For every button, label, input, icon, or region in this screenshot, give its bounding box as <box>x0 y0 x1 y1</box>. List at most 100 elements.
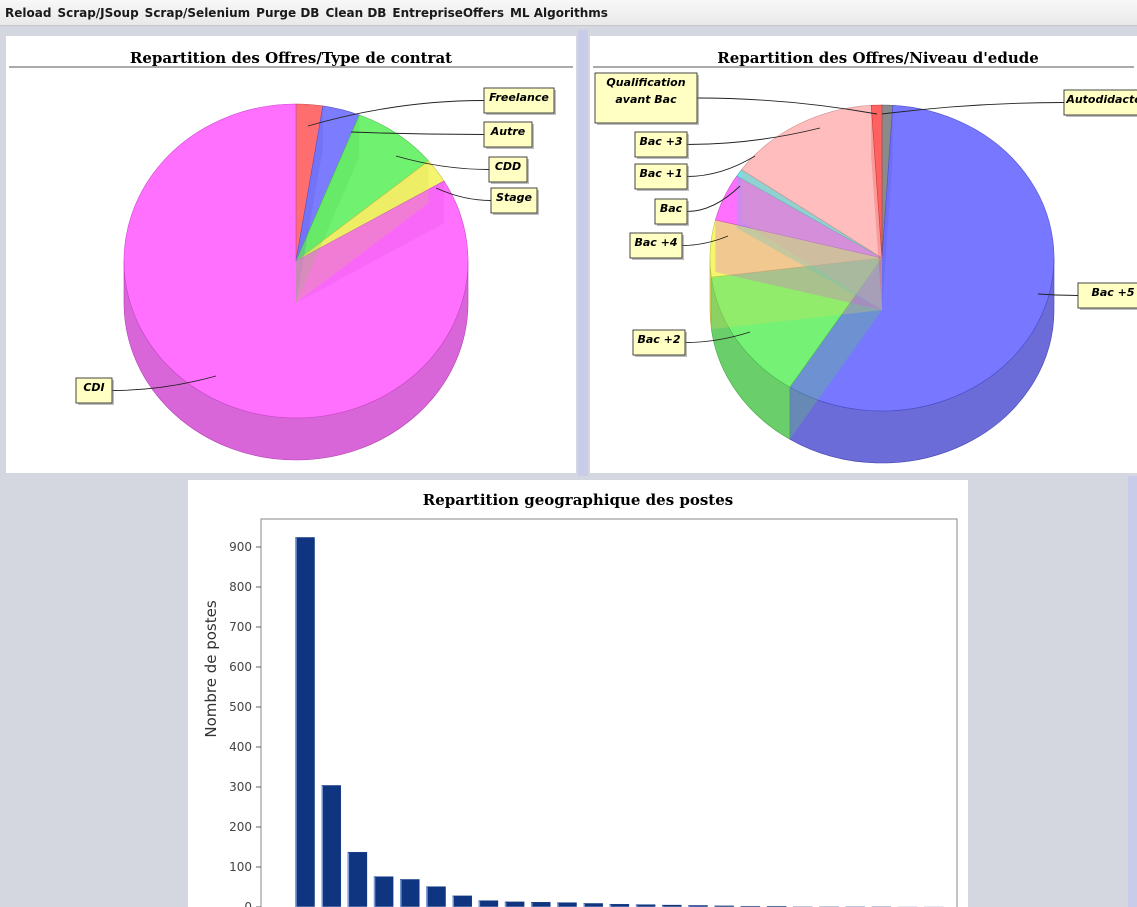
y-tick-label: 300 <box>229 780 252 794</box>
geo-bars-group: 0 100 200 300 400 500 600 700 800 900 Nombre de po… <box>202 518 958 907</box>
pie-label-box <box>632 329 686 356</box>
menu-clean-db[interactable]: Clean DB <box>325 5 387 20</box>
pie-label-bac-4: Bac +4 <box>629 232 729 260</box>
pie-label-text-freelance: Freelance <box>489 91 549 104</box>
bar-0 <box>294 536 316 907</box>
pie-label-bac-2: Bac +2 <box>632 329 751 357</box>
pie-label-cdd: CDD <box>395 155 529 184</box>
pie-label-stage: Stage <box>435 187 539 215</box>
bar-4 <box>399 878 421 907</box>
pie-slice-bac-3 <box>741 104 883 259</box>
bar-15 <box>687 904 709 907</box>
pie-label-box <box>634 163 688 190</box>
menu-purge-db[interactable]: Purge DB <box>256 5 320 20</box>
pie-leader-cdd <box>395 155 490 170</box>
contract-pie-panel: Repartition des Offres/Type de contrat F… <box>6 36 576 473</box>
pie-label-freelance: Freelance <box>307 87 556 127</box>
menu-ml-algorithms[interactable]: ML Algorithms <box>509 5 608 20</box>
pie-leader-bac-1 <box>686 155 756 177</box>
pie-label-box <box>1063 89 1137 116</box>
menu-reload[interactable]: Reload <box>5 5 52 20</box>
pie-leader-bac-5 <box>1037 293 1079 296</box>
pie-cut-bac-2 <box>789 258 882 440</box>
y-tick-label: 600 <box>229 660 252 674</box>
menu-scrap-selenium[interactable]: Scrap/Selenium <box>144 5 251 20</box>
pie-leader-bac-4 <box>681 235 729 246</box>
pie-cut-cdi <box>296 181 445 303</box>
y-axis-label: Nombre de postes <box>202 600 220 738</box>
contract-pie-title: Repartition des Offres/Type de contrat <box>130 49 452 67</box>
pie-label-text-qualification-avant-bac: avant Bac <box>615 93 677 106</box>
menu-entreprise-offers[interactable]: EntrepriseOffers <box>392 5 504 20</box>
pie-label-qualification-avant-bac: Qualification avant Bac <box>594 72 878 125</box>
pie-inner-walls <box>711 105 893 440</box>
geo-bar-panel: Repartition geographique des postes 0 100… <box>188 480 968 907</box>
pie-labels: Autodidacte Bac +5 Bac +2 Bac +4 Bac Bac +1 Ba… <box>594 72 1137 357</box>
pie-label-box <box>654 198 688 225</box>
y-tick-label: 900 <box>229 540 252 554</box>
pie-label-text-autodidacte: Autodidacte <box>1065 93 1137 106</box>
splitter-vertical[interactable] <box>578 30 588 476</box>
bar-3 <box>373 875 394 907</box>
bar-2 <box>347 851 368 907</box>
pie-label-box <box>594 72 698 124</box>
geo-bar-chart: Repartition geographique des postes 0 100… <box>202 491 958 907</box>
y-tick-label: 0 <box>244 900 252 907</box>
pie-slice-cdi <box>123 103 469 419</box>
pie-label-box <box>634 131 688 158</box>
bar-13 <box>635 903 656 907</box>
y-tick-label: 800 <box>229 580 252 594</box>
pie-label-text-stage: Stage <box>496 191 532 204</box>
pie-label-text-bac-2: Bac +2 <box>637 333 680 346</box>
pie-cut-bac-5 <box>882 105 893 310</box>
pie-label-box <box>1077 282 1137 309</box>
y-tick-label: 400 <box>229 740 252 754</box>
pie-leader-cdi <box>111 375 217 391</box>
y-tick-label: 200 <box>229 820 252 834</box>
y-tick-label: 500 <box>229 700 252 714</box>
menu-bar: Reload Scrap/JSoup Scrap/Selenium Purge … <box>0 0 1137 26</box>
y-tick-label: 100 <box>229 860 252 874</box>
pie-label-box <box>490 187 538 214</box>
pie-top-faces <box>123 103 469 419</box>
plot-area <box>260 518 958 907</box>
pie-cut-cdd <box>296 115 360 304</box>
pie-top-faces <box>709 104 1055 412</box>
pie-slice-bac-2 <box>711 257 883 388</box>
pie-label-text-autre: Autre <box>490 125 526 138</box>
bar-10 <box>556 901 578 907</box>
pie-label-box <box>483 121 533 148</box>
pie-cut-autre <box>296 105 323 304</box>
bar-11 <box>582 902 604 907</box>
bar-7 <box>478 899 499 907</box>
bar-8 <box>504 901 525 907</box>
pie-cut-bac <box>715 219 882 310</box>
pie-cut-bac-4 <box>711 258 882 330</box>
bar-9 <box>530 901 552 907</box>
pie-leader-qualification-avant-bac <box>696 97 878 115</box>
contract-pie-group: Freelance Autre CDD Stage CDI <box>75 87 556 461</box>
pie-leader-autre <box>350 131 485 135</box>
pie-leader-autodidacte <box>881 102 1065 115</box>
education-pie-group: Autodidacte Bac +5 Bac +2 Bac +4 Bac Bac +1 Ba… <box>594 72 1137 464</box>
education-pie-panel: Repartition des Offres/Niveau d'edude Au… <box>590 36 1137 473</box>
pie-leader-stage <box>435 187 492 201</box>
pie-label-text-cdd: CDD <box>495 160 521 173</box>
pie-label-bac-5: Bac +5 <box>1037 282 1137 310</box>
pie-label-box <box>488 156 528 183</box>
pie-label-autre: Autre <box>350 121 534 149</box>
pie-label-box <box>629 232 683 259</box>
pie-label-autodidacte: Autodidacte <box>881 89 1137 117</box>
pie-slice-bac-5 <box>789 104 1055 412</box>
menu-scrap-jsoup[interactable]: Scrap/JSoup <box>57 5 139 20</box>
y-tick-label: 700 <box>229 620 252 634</box>
pie-label-text-bac-4: Bac +4 <box>634 236 677 249</box>
geo-bar-title: Repartition geographique des postes <box>423 491 733 509</box>
pie-label-text-bac-3: Bac +3 <box>639 135 682 148</box>
pie-label-bac-3: Bac +3 <box>634 127 821 159</box>
pie-label-bac-1: Bac +1 <box>634 155 756 191</box>
pie-label-text-bac-5: Bac +5 <box>1091 286 1134 299</box>
education-pie-title: Repartition des Offres/Niveau d'edude <box>717 49 1039 67</box>
bar-14 <box>661 904 683 907</box>
pie-cut-bac-3 <box>741 169 882 310</box>
